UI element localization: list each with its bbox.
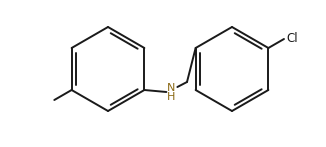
Text: H: H (167, 92, 176, 102)
Text: Cl: Cl (286, 32, 298, 46)
Text: N: N (167, 83, 176, 93)
